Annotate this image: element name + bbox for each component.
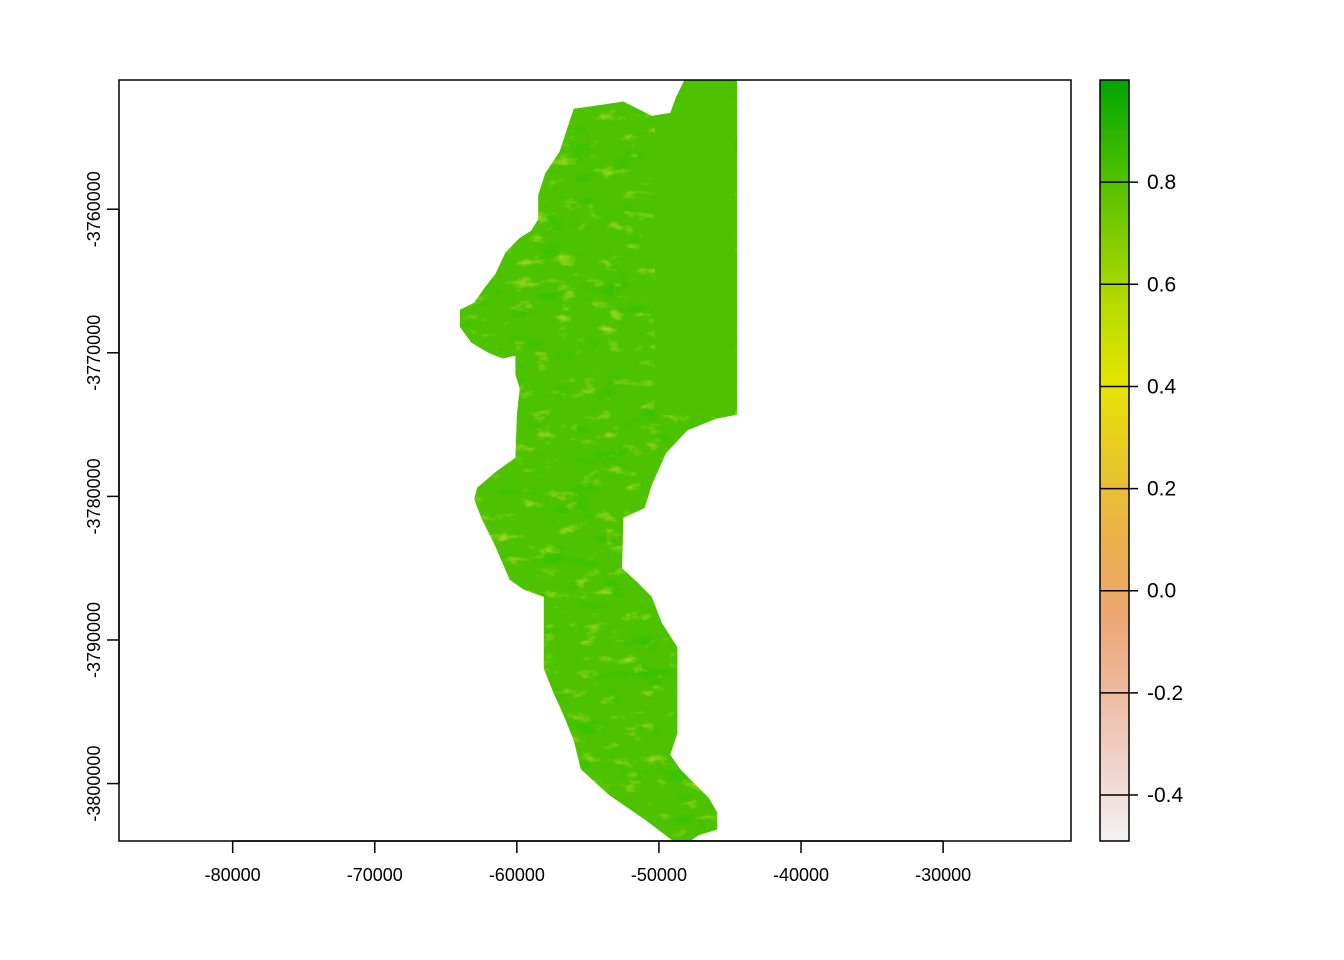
flat-plain-overlay	[655, 80, 735, 415]
x-axis: -80000 -70000 -60000 -50000 -40000 -30000	[205, 840, 971, 885]
colorbar: 0.8 0.6 0.4 0.2 0.0 -0.2 -0.4	[1099, 79, 1184, 842]
colorbar-tick-label: 0.6	[1147, 273, 1176, 296]
colorbar-tick-label: 0.8	[1147, 171, 1176, 194]
colorbar-tick-label: 0.0	[1147, 580, 1176, 603]
x-tick-label: -80000	[205, 865, 261, 885]
y-tick-label: -3780000	[84, 458, 104, 534]
x-tick-label: -60000	[489, 865, 545, 885]
colorbar-tick-label: -0.2	[1147, 682, 1183, 705]
colorbar-tick-label: -0.4	[1147, 784, 1184, 807]
y-tick-label: -3760000	[84, 171, 104, 247]
x-tick-label: -30000	[915, 865, 971, 885]
colorbar-frame	[1099, 79, 1130, 842]
y-axis: -3760000 -3770000 -3780000 -3790000 -3800000	[84, 171, 120, 822]
colorbar-ticks: 0.8 0.6 0.4 0.2 0.0 -0.2 -0.4	[1100, 171, 1184, 807]
colorbar-tick-label: 0.2	[1147, 478, 1176, 501]
y-tick-label: -3790000	[84, 602, 104, 678]
y-tick-label: -3770000	[84, 315, 104, 391]
x-tick-label: -70000	[347, 865, 403, 885]
raster-texture	[460, 80, 738, 841]
x-tick-label: -40000	[773, 865, 829, 885]
colorbar-tick-label: 0.4	[1147, 375, 1177, 398]
plot-panel	[118, 79, 1072, 842]
y-tick-label: -3800000	[84, 746, 104, 822]
x-tick-label: -50000	[631, 865, 687, 885]
colorbar-gradient	[1100, 80, 1129, 841]
